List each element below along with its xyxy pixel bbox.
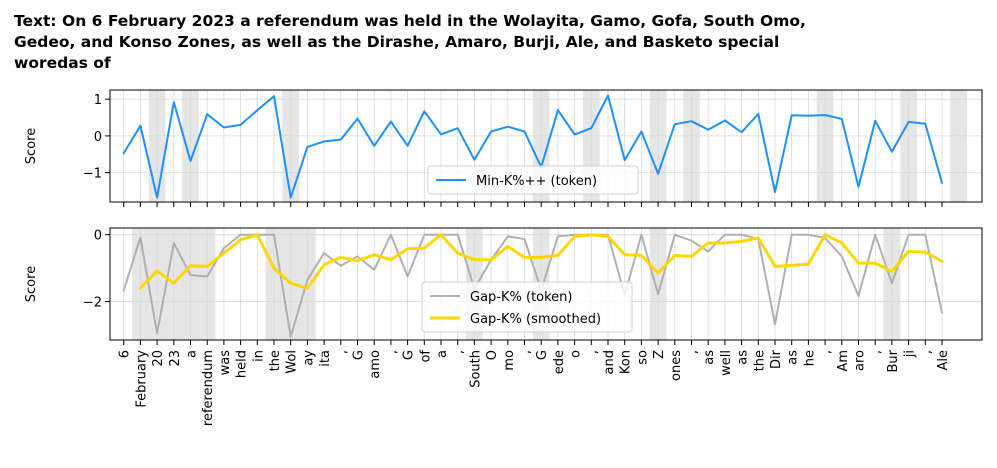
xtick-label-5: referendum xyxy=(201,350,216,426)
bottom-legend-box xyxy=(421,281,633,333)
xtick-label-4: a xyxy=(185,350,200,358)
xtick-label-47: ji xyxy=(903,350,918,358)
xtick-label-43: Am xyxy=(836,350,851,372)
xtick-label-16: , xyxy=(385,350,400,354)
xtick-label-3: 23 xyxy=(168,350,183,367)
top-legend-label-0: Min-K%++ (token) xyxy=(476,174,597,189)
xtick-label-31: so xyxy=(635,350,650,365)
top-y-axis-label: Score xyxy=(24,128,39,164)
bottom-series-line-gap-k-smoothed xyxy=(138,233,944,290)
chart-title-line-1: Text: On 6 February 2023 a referendum wa… xyxy=(14,12,806,30)
xtick-label-32: Z xyxy=(652,350,667,359)
xtick-label-17: G xyxy=(402,350,417,360)
xtick-label-26: ede xyxy=(552,350,567,374)
bottom-ytick-label-1: 0 xyxy=(94,229,102,244)
xtick-label-46: Bur xyxy=(886,349,901,372)
top-ytick-label-1: 0 xyxy=(94,130,102,145)
xtick-label-42: , xyxy=(819,350,834,354)
top-highlight-band-9 xyxy=(950,90,968,202)
xtick-label-36: well xyxy=(719,350,734,376)
xtick-label-12: ita xyxy=(318,350,333,367)
xtick-label-35: as xyxy=(702,350,717,365)
top-ytick-label-0: −1 xyxy=(83,167,102,182)
bottom-ytick-label-0: −2 xyxy=(83,296,102,311)
xtick-label-10: Wol xyxy=(285,350,300,374)
xtick-label-2: 20 xyxy=(151,350,166,367)
xtick-label-38: the xyxy=(752,350,767,371)
xtick-label-14: G xyxy=(352,350,367,360)
xtick-label-27: o xyxy=(569,350,584,358)
xtick-label-29: and xyxy=(602,350,617,374)
xtick-label-21: South xyxy=(468,350,483,388)
xtick-label-41: he xyxy=(802,350,817,366)
top-legend-box xyxy=(427,165,639,195)
chart-title-line-2: Gedeo, and Konso Zones, as well as the D… xyxy=(14,33,779,51)
top-panel-min-k: −1 0 1 Score Min-K%++ (token) xyxy=(24,89,983,207)
xtick-label-48: , xyxy=(919,350,934,354)
xtick-label-24: , xyxy=(519,350,534,354)
xtick-label-34: , xyxy=(686,350,701,354)
xtick-label-15: amo xyxy=(368,350,383,379)
xtick-label-28: , xyxy=(585,350,600,354)
top-plot-frame xyxy=(109,89,983,203)
xtick-label-7: held xyxy=(235,350,250,378)
xtick-label-13: , xyxy=(335,350,350,354)
xtick-label-0: 6 xyxy=(118,350,133,358)
xtick-label-40: as xyxy=(786,350,801,365)
xtick-label-8: in xyxy=(251,350,266,362)
xtick-label-18: of xyxy=(418,350,433,363)
bottom-series-line-gap-k-token xyxy=(122,233,943,338)
xtick-label-19: a xyxy=(435,350,450,358)
xtick-label-37: as xyxy=(736,350,751,365)
xtick-label-33: ones xyxy=(669,350,684,381)
xtick-label-20: , xyxy=(452,350,467,354)
xtick-label-45: , xyxy=(869,350,884,354)
top-ytick-label-2: 1 xyxy=(94,93,102,108)
bottom-legend-label-1: Gap-K% (smoothed) xyxy=(470,312,601,327)
xtick-label-1: February xyxy=(134,350,149,408)
top-series-line-min-k-token xyxy=(122,94,943,199)
chart-title-line-3: woredas of xyxy=(14,54,111,72)
xtick-label-39: Dir xyxy=(769,349,784,369)
xtick-label-6: was xyxy=(218,350,233,376)
xtick-label-23: mo xyxy=(502,350,517,371)
bottom-plot-frame xyxy=(109,227,983,341)
bottom-legend-label-0: Gap-K% (token) xyxy=(470,290,573,305)
bottom-y-axis-label: Score xyxy=(24,266,39,302)
xtick-label-25: G xyxy=(535,350,550,360)
xtick-label-22: O xyxy=(485,350,500,360)
xtick-label-44: aro xyxy=(853,350,868,371)
xtick-label-9: the xyxy=(268,350,283,371)
xtick-label-49: Ale xyxy=(936,350,951,371)
xtick-label-11: ay xyxy=(301,350,316,366)
bottom-panel-gap-k: −2 0 Score Gap-K% (token) Gap-K% (smoothed) 6… xyxy=(24,227,983,426)
xtick-label-30: Kon xyxy=(619,350,634,374)
